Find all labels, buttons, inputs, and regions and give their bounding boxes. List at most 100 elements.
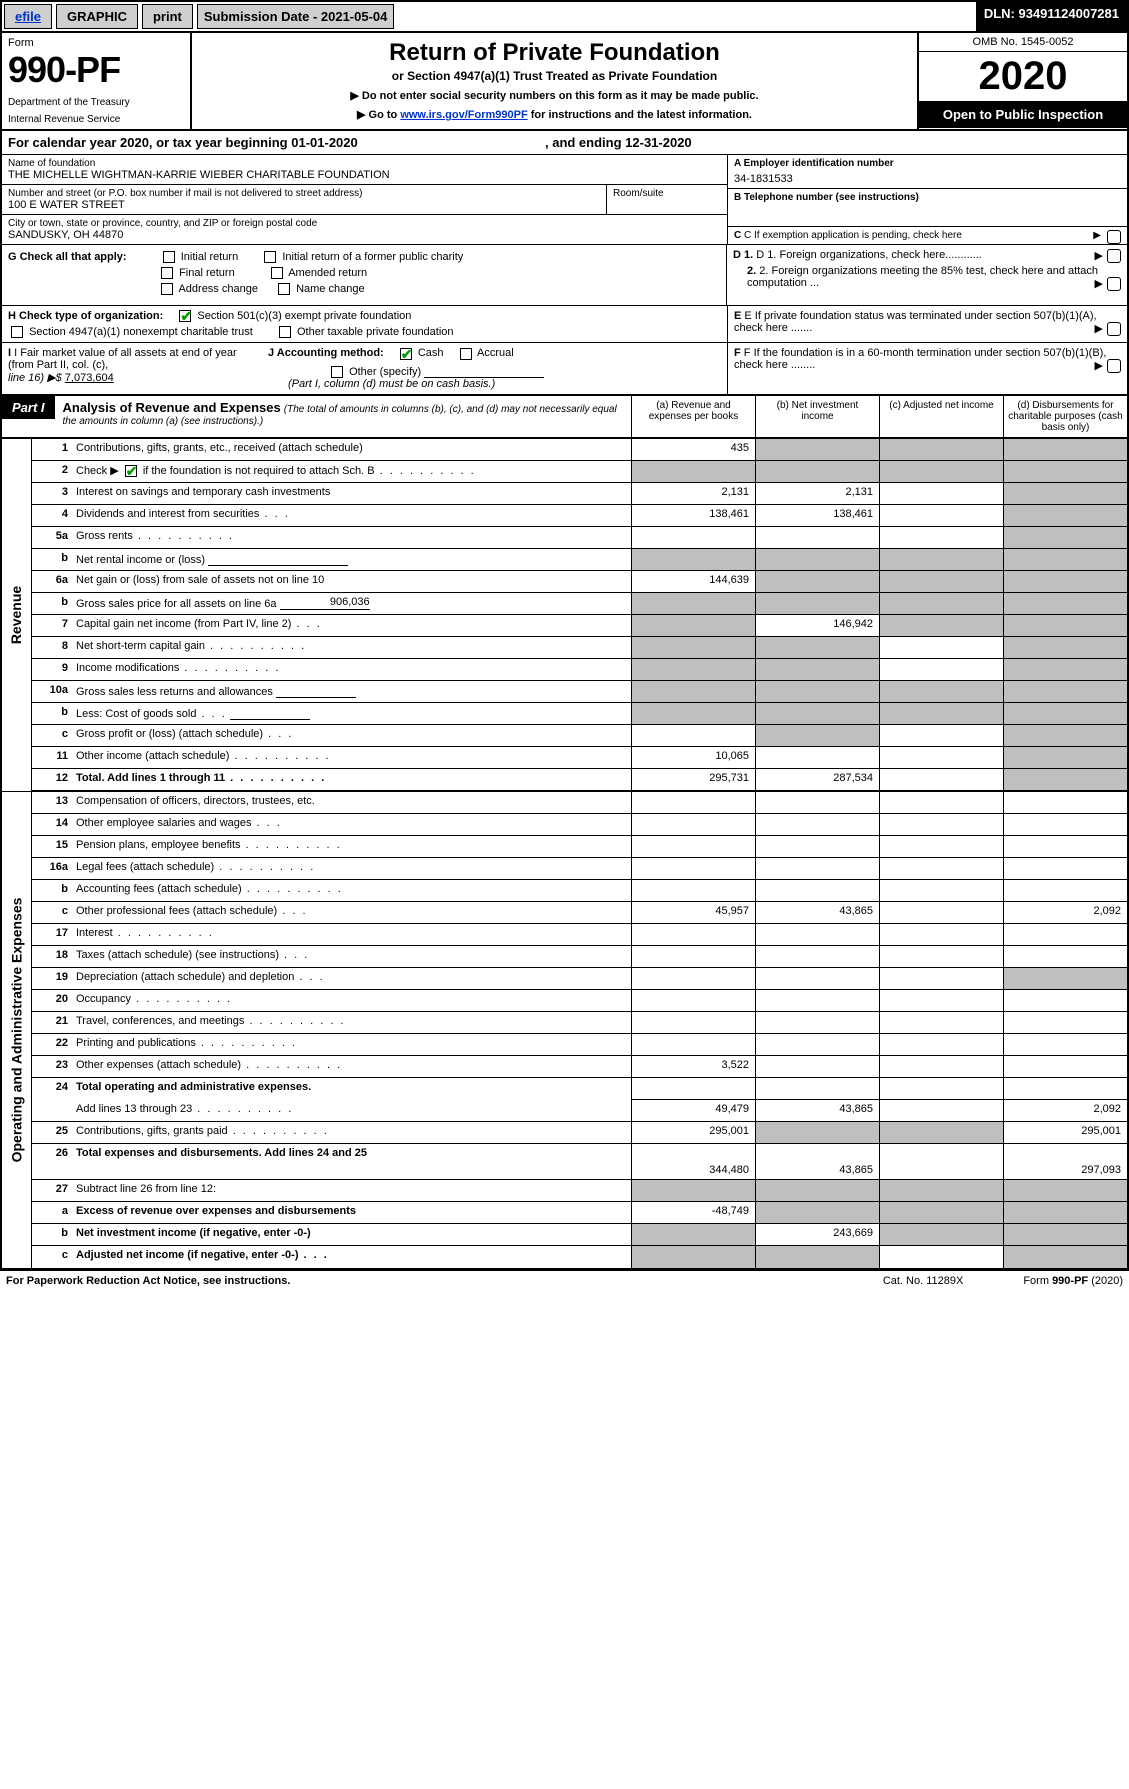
- phone-cell: B Telephone number (see instructions): [728, 189, 1127, 227]
- row-13: 13Compensation of officers, directors, t…: [32, 792, 1127, 814]
- col-d-head: (d) Disbursements for charitable purpose…: [1003, 396, 1127, 437]
- cb-address[interactable]: [161, 283, 173, 295]
- cb-name[interactable]: [278, 283, 290, 295]
- dept-treasury: Department of the Treasury: [8, 97, 184, 108]
- row-23: 23Other expenses (attach schedule)3,522: [32, 1056, 1127, 1078]
- page-footer: For Paperwork Reduction Act Notice, see …: [0, 1270, 1129, 1291]
- f-cell: F F If the foundation is in a 60-month t…: [727, 343, 1127, 393]
- g-row2: Final return Amended return: [8, 267, 720, 279]
- form-title: Return of Private Foundation: [200, 39, 909, 67]
- row-27: 27Subtract line 26 from line 12:: [32, 1180, 1127, 1202]
- row-5a: 5aGross rents: [32, 527, 1127, 549]
- row-4: 4Dividends and interest from securities1…: [32, 505, 1127, 527]
- cb-501c3[interactable]: [179, 310, 191, 322]
- omb-number: OMB No. 1545-0052: [919, 33, 1127, 52]
- cb-d2[interactable]: [1107, 277, 1121, 291]
- tax-year: 2020: [919, 52, 1127, 101]
- city-cell: City or town, state or province, country…: [2, 215, 727, 244]
- column-heads: (a) Revenue and expenses per books (b) N…: [631, 396, 1127, 437]
- col-b-head: (b) Net investment income: [755, 396, 879, 437]
- row-8: 8Net short-term capital gain: [32, 637, 1127, 659]
- top-bar: efile GRAPHIC print Submission Date - 20…: [2, 2, 1127, 33]
- row-21: 21Travel, conferences, and meetings: [32, 1012, 1127, 1034]
- part1-label: Part I: [2, 396, 55, 419]
- row-6b: bGross sales price for all assets on lin…: [32, 593, 1127, 615]
- cb-initial[interactable]: [163, 251, 175, 263]
- cb-final[interactable]: [161, 267, 173, 279]
- form-number-box: Form 990-PF Department of the Treasury I…: [2, 33, 192, 129]
- row-3: 3Interest on savings and temporary cash …: [32, 483, 1127, 505]
- form-number: 990-PF: [8, 49, 184, 91]
- form-container: efile GRAPHIC print Submission Date - 20…: [0, 0, 1129, 1270]
- foundation-name-cell: Name of foundation THE MICHELLE WIGHTMAN…: [2, 155, 727, 185]
- row-6a: 6aNet gain or (loss) from sale of assets…: [32, 571, 1127, 593]
- cb-f[interactable]: [1107, 359, 1121, 373]
- cb-initial-former[interactable]: [264, 251, 276, 263]
- row-16b: bAccounting fees (attach schedule): [32, 880, 1127, 902]
- expenses-section: Operating and Administrative Expenses 13…: [2, 791, 1127, 1268]
- g-row3: Address change Name change: [8, 283, 720, 295]
- dln-label: DLN: 93491124007281: [976, 2, 1127, 31]
- row-10a: 10aGross sales less returns and allowanc…: [32, 681, 1127, 703]
- row-15: 15Pension plans, employee benefits: [32, 836, 1127, 858]
- irs-link[interactable]: www.irs.gov/Form990PF: [400, 109, 527, 121]
- row-24b: Add lines 13 through 2349,47943,8652,092: [32, 1100, 1127, 1122]
- instruction-1: ▶ Do not enter social security numbers o…: [200, 89, 909, 102]
- print-button[interactable]: print: [142, 4, 193, 29]
- info-left: Name of foundation THE MICHELLE WIGHTMAN…: [2, 155, 727, 244]
- cb-4947[interactable]: [11, 326, 23, 338]
- g-row: G Check all that apply: Initial return I…: [8, 251, 720, 263]
- e-cell: E E If private foundation status was ter…: [727, 306, 1127, 342]
- cb-other-method[interactable]: [331, 366, 343, 378]
- row-26: 26Total expenses and disbursements. Add …: [32, 1144, 1127, 1180]
- row-19: 19Depreciation (attach schedule) and dep…: [32, 968, 1127, 990]
- cb-accrual[interactable]: [460, 348, 472, 360]
- form-label: Form: [8, 37, 184, 49]
- calendar-year-row: For calendar year 2020, or tax year begi…: [2, 131, 1127, 155]
- ij-row: I I Fair market value of all assets at e…: [2, 342, 1127, 393]
- submission-date: Submission Date - 2021-05-04: [197, 4, 395, 29]
- check-section: G Check all that apply: Initial return I…: [2, 245, 1127, 305]
- cb-other-tax[interactable]: [279, 326, 291, 338]
- row-5b: bNet rental income or (loss): [32, 549, 1127, 571]
- footer-mid: Cat. No. 11289X: [883, 1275, 964, 1287]
- row-16a: 16aLegal fees (attach schedule): [32, 858, 1127, 880]
- year-box: OMB No. 1545-0052 2020 Open to Public In…: [917, 33, 1127, 129]
- cb-e[interactable]: [1107, 322, 1121, 336]
- dept-irs: Internal Revenue Service: [8, 114, 184, 125]
- h-row: H Check type of organization: Section 50…: [2, 305, 1127, 342]
- efile-link[interactable]: efile: [4, 4, 52, 29]
- cb-cash[interactable]: [400, 348, 412, 360]
- part1-header: Part I Analysis of Revenue and Expenses …: [2, 394, 1127, 438]
- check-right-d: D 1. D 1. Foreign organizations, check h…: [727, 245, 1127, 305]
- row-25: 25Contributions, gifts, grants paid295,0…: [32, 1122, 1127, 1144]
- instruction-2: ▶ Go to www.irs.gov/Form990PF for instru…: [200, 108, 909, 121]
- row-27b: bNet investment income (if negative, ent…: [32, 1224, 1127, 1246]
- open-public: Open to Public Inspection: [919, 101, 1127, 128]
- check-left: G Check all that apply: Initial return I…: [2, 245, 727, 305]
- row-7: 7Capital gain net income (from Part IV, …: [32, 615, 1127, 637]
- ein-cell: A Employer identification number 34-1831…: [728, 155, 1127, 189]
- cb-schb[interactable]: [125, 465, 137, 477]
- cb-d1[interactable]: [1107, 249, 1121, 263]
- exemption-cell: C C If exemption application is pending,…: [728, 227, 1127, 244]
- info-right: A Employer identification number 34-1831…: [727, 155, 1127, 244]
- row-18: 18Taxes (attach schedule) (see instructi…: [32, 946, 1127, 968]
- part1-desc: Analysis of Revenue and Expenses (The to…: [55, 396, 631, 431]
- row-20: 20Occupancy: [32, 990, 1127, 1012]
- cb-amended[interactable]: [271, 267, 283, 279]
- form-subtitle: or Section 4947(a)(1) Trust Treated as P…: [200, 69, 909, 83]
- footer-right: Form 990-PF (2020): [1023, 1275, 1123, 1287]
- row-27c: cAdjusted net income (if negative, enter…: [32, 1246, 1127, 1268]
- graphic-button[interactable]: GRAPHIC: [56, 4, 138, 29]
- row-11: 11Other income (attach schedule)10,065: [32, 747, 1127, 769]
- row-10c: cGross profit or (loss) (attach schedule…: [32, 725, 1127, 747]
- checkbox-c[interactable]: [1107, 230, 1121, 244]
- expenses-side-label: Operating and Administrative Expenses: [2, 792, 32, 1268]
- row-9: 9Income modifications: [32, 659, 1127, 681]
- row-12: 12Total. Add lines 1 through 11295,73128…: [32, 769, 1127, 791]
- revenue-side-label: Revenue: [2, 439, 32, 791]
- row-22: 22Printing and publications: [32, 1034, 1127, 1056]
- revenue-section: Revenue 1Contributions, gifts, grants, e…: [2, 438, 1127, 791]
- row-1: 1Contributions, gifts, grants, etc., rec…: [32, 439, 1127, 461]
